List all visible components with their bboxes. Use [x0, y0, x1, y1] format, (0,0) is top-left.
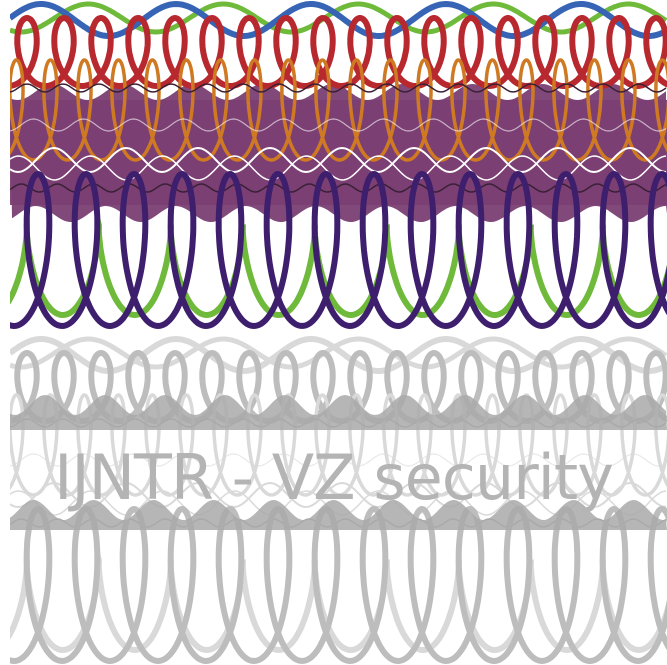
grey-pattern-layer [10, 335, 667, 665]
grey-white-wave-a [10, 481, 667, 509]
color-pattern-group [10, 0, 667, 330]
color-pattern-layer [10, 0, 667, 330]
color-blue-top-wave [10, 0, 667, 39]
color-orange-loops [10, 58, 667, 162]
color-white-wave-c [10, 118, 667, 132]
grey-band-blob-bottom [10, 500, 667, 530]
grey-orange-loops [10, 393, 667, 497]
color-violet-loops [10, 170, 667, 330]
color-dark-line-top [10, 83, 667, 93]
watermark-caption: IJNTR - VZ security [54, 441, 614, 514]
color-white-wave-b [10, 155, 667, 181]
grey-white-wave-c [10, 453, 667, 467]
color-white-wave-a [10, 146, 667, 174]
grey-pattern-wrapper [10, 335, 667, 665]
grey-band-blob-top [10, 395, 667, 430]
grey-violet-loops [10, 505, 667, 665]
grey-pattern-group [10, 335, 667, 665]
grey-blue-top-wave [10, 335, 667, 374]
